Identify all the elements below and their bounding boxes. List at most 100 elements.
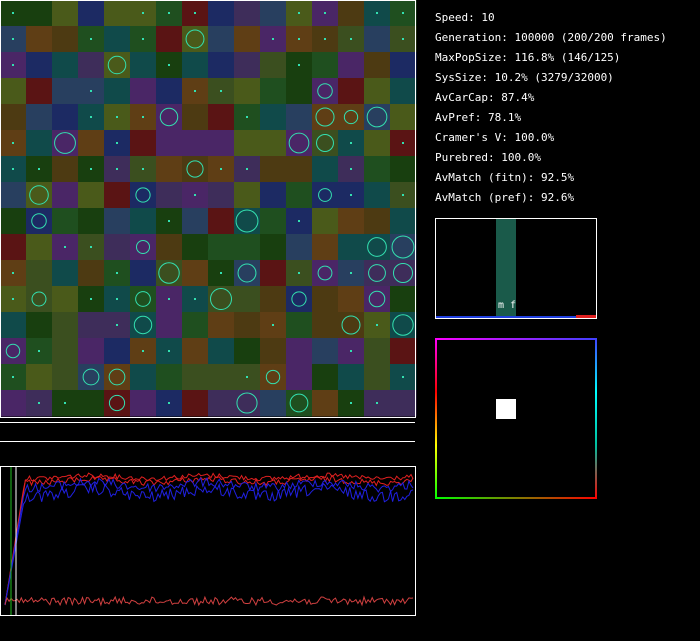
stat-av-car-cap: AvCarCap: 87.4% [435, 91, 535, 104]
histogram-label-m: m [498, 300, 504, 311]
series-low [4, 595, 414, 607]
agent-dot [168, 12, 170, 14]
grid-cell [156, 78, 183, 105]
grid-cell [312, 156, 339, 183]
agent-dot [90, 298, 92, 300]
grid-cell [338, 0, 365, 27]
grid-cell [286, 104, 313, 131]
grid-cell [312, 208, 339, 235]
agent-circle [366, 106, 388, 128]
grid-cell [130, 208, 157, 235]
grid-cell [390, 52, 417, 79]
population-grid-svg [0, 0, 417, 418]
agent-circle [135, 291, 151, 307]
grid-cell [286, 338, 313, 365]
grid-cell [0, 390, 27, 417]
series-blue-upper [4, 477, 414, 606]
grid-cell [286, 156, 313, 183]
agent-dot [90, 116, 92, 118]
agent-dot [12, 38, 14, 40]
agent-circle [237, 263, 257, 283]
grid-cell [26, 26, 53, 53]
grid-cell [26, 234, 53, 261]
grid-cell [208, 208, 235, 235]
grid-cell [286, 312, 313, 339]
grid-cell [182, 52, 209, 79]
grid-cell [364, 52, 391, 79]
grid-cell [52, 260, 79, 287]
agent-dot [402, 142, 404, 144]
agent-dot [246, 376, 248, 378]
agent-circle [317, 265, 333, 281]
agent-circle [318, 188, 332, 202]
grid-cell [364, 208, 391, 235]
grid-cell [286, 182, 313, 209]
grid-cell [26, 52, 53, 79]
agent-circle [29, 185, 49, 205]
agent-circle [159, 107, 179, 127]
agent-circle [236, 392, 258, 414]
grid-cell [312, 312, 339, 339]
grid-cell [338, 234, 365, 261]
agent-dot [142, 38, 144, 40]
agent-dot [298, 272, 300, 274]
grid-cell [182, 208, 209, 235]
agent-circle [135, 187, 151, 203]
grid-cell [390, 208, 417, 235]
population-grid [0, 0, 417, 418]
stat-max-pop-size: MaxPopSize: 116.8% (146/125) [435, 51, 621, 64]
agent-dot [38, 350, 40, 352]
agent-circle [315, 107, 335, 127]
grid-cell [26, 78, 53, 105]
stat-speed: Speed: 10 [435, 11, 495, 24]
grid-cell [390, 390, 417, 417]
grid-cell [26, 104, 53, 131]
grid-cell [390, 312, 417, 339]
grid-cell [130, 390, 157, 417]
agent-dot [350, 38, 352, 40]
grid-cell [260, 130, 287, 157]
grid-cell [52, 156, 79, 183]
grid-cell [234, 390, 261, 417]
grid-cell [156, 364, 183, 391]
grid-cell [0, 182, 27, 209]
grid-cell [260, 156, 287, 183]
agent-dot [116, 168, 118, 170]
grid-cell [286, 234, 313, 261]
grid-cell [208, 26, 235, 53]
color-space-panel [435, 338, 597, 499]
agent-circle [5, 343, 21, 359]
color-space-svg [435, 338, 597, 499]
grid-cell [78, 130, 105, 157]
grid-cell [78, 364, 105, 391]
grid-cell [364, 286, 391, 313]
grid-cell [26, 312, 53, 339]
agent-dot [246, 168, 248, 170]
grid-cell [208, 286, 235, 313]
agent-dot [90, 246, 92, 248]
agent-circle [158, 262, 180, 284]
grid-cell [364, 182, 391, 209]
grid-cell [0, 104, 27, 131]
grid-cell [104, 208, 131, 235]
agent-circle [391, 235, 415, 259]
grid-cell [52, 78, 79, 105]
grid-cell [156, 260, 183, 287]
stat-purebred: Purebred: 100.0% [435, 151, 541, 164]
grid-cell [364, 364, 391, 391]
agent-circle [108, 394, 126, 412]
grid-cell [338, 286, 365, 313]
grid-cell [286, 78, 313, 105]
agent-dot [116, 272, 118, 274]
agent-dot [350, 402, 352, 404]
agent-dot [194, 298, 196, 300]
agent-circle [317, 83, 333, 99]
agent-circle [368, 264, 386, 282]
grid-cell [234, 208, 261, 235]
histogram-bar-right [576, 315, 596, 318]
history-graph-svg [4, 467, 414, 615]
grid-cell [312, 286, 339, 313]
grid-cell [234, 182, 261, 209]
grid-cell [312, 390, 339, 417]
